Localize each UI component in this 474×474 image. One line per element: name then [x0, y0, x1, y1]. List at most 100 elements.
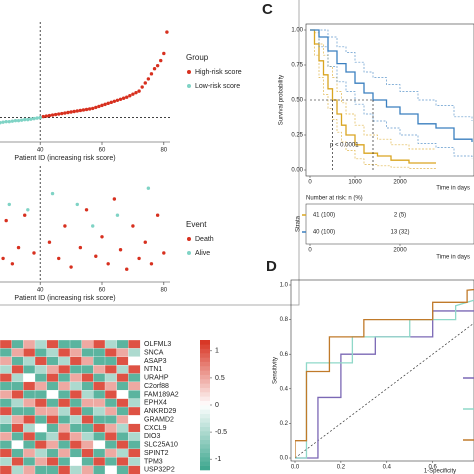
heat-cell — [23, 423, 36, 433]
heat-cell — [104, 364, 118, 374]
point — [16, 245, 21, 250]
point — [47, 113, 52, 118]
heat-cell — [11, 440, 24, 450]
heat-cell — [104, 398, 118, 408]
colorbar-segment — [200, 444, 210, 449]
point — [84, 107, 89, 112]
colorbar-segment — [200, 452, 210, 458]
heat-cell — [23, 415, 36, 425]
heat-cell — [128, 390, 141, 399]
x-axis-label: Patient ID (increasing risk score) — [14, 295, 115, 302]
colorbar-segment — [200, 405, 210, 410]
point — [121, 96, 126, 100]
heat-cell — [23, 465, 36, 474]
heat-cell — [69, 339, 83, 349]
heat-cell — [11, 398, 24, 408]
point — [0, 120, 2, 125]
point — [72, 109, 76, 114]
heat-cell — [58, 457, 71, 466]
point — [115, 98, 120, 102]
colorbar-segment — [200, 426, 210, 432]
heat-cell — [11, 364, 24, 374]
heat-cell — [93, 448, 106, 458]
point — [106, 262, 110, 266]
heat-cell — [128, 364, 141, 374]
x-tick-label: 40 — [37, 288, 44, 294]
heat-cell — [0, 348, 13, 358]
colorbar-segment — [200, 418, 210, 423]
y-tick-label: 1.00 — [291, 28, 303, 34]
heat-cell — [34, 465, 48, 474]
heat-cell — [58, 423, 71, 433]
point — [23, 213, 27, 217]
point — [100, 103, 104, 108]
colorbar-segment — [200, 409, 210, 414]
heat-cell — [0, 381, 13, 391]
heat-cell — [46, 356, 59, 366]
heat-cell — [23, 373, 36, 383]
heat-cell — [93, 431, 106, 441]
y-tick-label: 0.8 — [280, 317, 289, 323]
heat-cell — [34, 431, 48, 441]
point — [75, 109, 79, 113]
series-line — [310, 29, 436, 164]
point — [35, 116, 39, 120]
x-tick-label: 60 — [99, 288, 106, 294]
y-axis-label: Survival probability — [279, 75, 285, 125]
y-tick-label: 0.00 — [291, 168, 303, 174]
point — [32, 116, 36, 121]
point — [10, 119, 15, 123]
point — [7, 202, 11, 207]
heat-cell — [0, 373, 13, 383]
point — [137, 89, 141, 93]
heat-cell — [104, 381, 118, 391]
heat-cell — [11, 381, 24, 391]
heat-cell — [11, 457, 24, 466]
heat-cell — [128, 431, 141, 441]
heat-cell — [11, 373, 24, 383]
point — [140, 85, 144, 89]
heat-cell — [69, 364, 83, 374]
heat-cell — [81, 448, 94, 458]
heat-cell — [69, 440, 83, 450]
x-tick-label: 80 — [160, 148, 167, 154]
x-axis-label: Time in days — [436, 186, 470, 192]
heat-cell — [0, 364, 13, 374]
y-tick-label: 0.2 — [280, 421, 289, 427]
point — [155, 63, 160, 68]
x-tick-label: 0 — [308, 180, 312, 186]
row-label: USP32P2 — [144, 467, 175, 474]
heat-cell — [58, 448, 71, 458]
heat-cell — [104, 448, 118, 458]
heat-cell — [104, 465, 118, 474]
point — [75, 202, 79, 207]
heat-cell — [116, 431, 129, 441]
heat-cell — [11, 423, 24, 433]
heat-cell — [46, 373, 59, 383]
heat-cell — [0, 465, 13, 474]
heat-cell — [58, 348, 71, 358]
colorbar-segment — [200, 392, 210, 397]
heat-cell — [46, 390, 59, 399]
point — [146, 186, 151, 190]
row-label: GRAMD2 — [144, 416, 174, 423]
heat-cell — [104, 348, 118, 358]
heat-cell — [46, 406, 59, 416]
heat-cell — [116, 423, 129, 433]
point — [143, 240, 147, 244]
point — [26, 117, 30, 122]
heat-cell — [23, 390, 36, 399]
heat-cell — [0, 415, 13, 425]
heat-cell — [34, 457, 48, 466]
point — [149, 72, 154, 76]
risk-table-cell: 41 (100) — [313, 213, 335, 219]
heat-cell — [23, 457, 36, 466]
heat-cell — [23, 406, 36, 416]
legend-label: Low-risk score — [195, 83, 240, 90]
point — [94, 105, 98, 110]
heat-cell — [11, 415, 24, 425]
heat-cell — [69, 356, 83, 366]
heat-cell — [69, 415, 83, 425]
heat-cell — [128, 398, 141, 408]
x-tick-label: 0.0 — [291, 465, 300, 471]
